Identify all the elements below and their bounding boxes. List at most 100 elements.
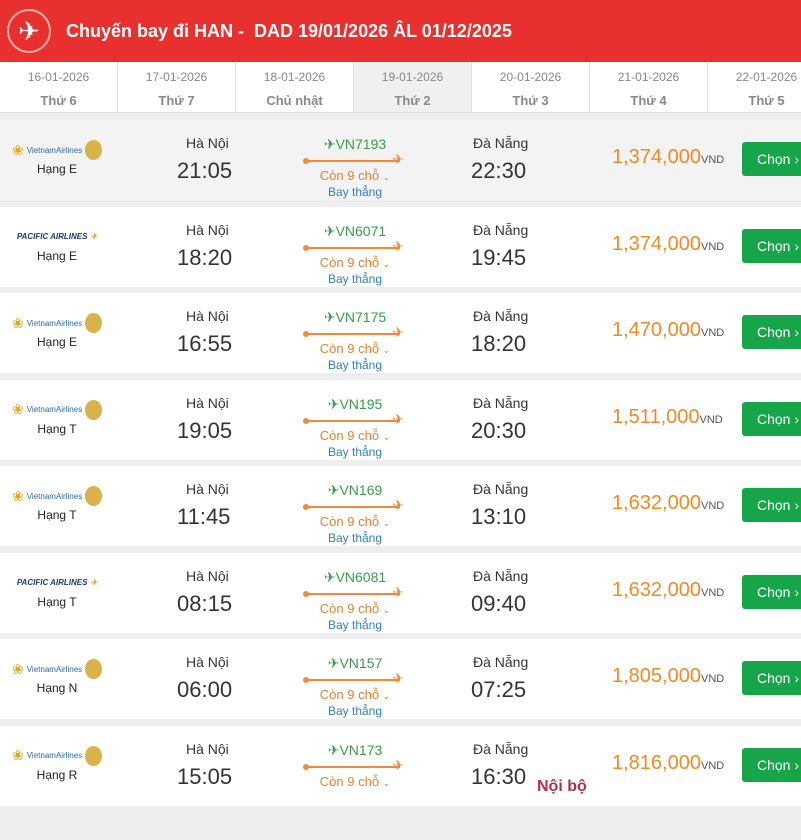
airline: ❀ VietnamAirlines Hạng E xyxy=(12,138,102,176)
plane-icon: ✈ xyxy=(323,222,336,239)
seal-icon xyxy=(85,659,102,679)
price: 1,632,000VND xyxy=(612,578,725,601)
airline-logo: ❀ VietnamAirlines xyxy=(12,311,102,335)
origin-city: Hà Nội xyxy=(186,567,229,584)
arrival-time: 22:30 xyxy=(471,158,527,183)
date-tab[interactable]: 21-01-2026 Thứ 4 xyxy=(590,62,708,112)
seats-dropdown[interactable]: Còn 9 chỗ ⌄ xyxy=(319,341,391,356)
origin-city: Hà Nội xyxy=(186,135,229,151)
chevron-down-icon: ⌄ xyxy=(382,777,391,788)
seats-dropdown[interactable]: Còn 9 chỗ ⌄ xyxy=(319,168,391,183)
seal-icon xyxy=(85,745,102,766)
chevron-down-icon: ⌄ xyxy=(382,518,391,528)
plane-icon: ✈ xyxy=(323,568,336,585)
flight-number: ✈VN157 xyxy=(327,655,383,671)
select-button[interactable]: Chọn › xyxy=(742,488,801,522)
flight-number: ✈VN7175 xyxy=(323,309,387,325)
flight-number: ✈VN195 xyxy=(327,395,383,412)
destination-city: Đà Nẵng xyxy=(473,308,529,324)
tab-date: 21-01-2026 xyxy=(617,70,680,84)
date-tab[interactable]: 17-01-2026 Thứ 7 xyxy=(118,62,236,112)
flight-row: PACIFIC AIRLINES ✈ Hạng T Hà Nội 08:15 ✈V… xyxy=(0,552,801,633)
fare-class: Hạng N xyxy=(36,681,78,695)
flight-row: ❀ VietnamAirlines Hạng E Hà Nội 21:05 ✈VN7… xyxy=(0,120,801,200)
chevron-down-icon: ⌄ xyxy=(382,172,391,182)
lotus-icon: ❀ xyxy=(12,660,24,677)
plane-icon: ✈ xyxy=(323,136,336,152)
date-tab[interactable]: 22-01-2026 Thứ 5 xyxy=(708,62,801,112)
fare-class: Hạng E xyxy=(36,335,78,349)
departure-time: 06:00 xyxy=(177,677,233,702)
price: 1,374,000VND xyxy=(612,146,725,168)
airline: ❀ VietnamAirlines Hạng R xyxy=(12,744,102,782)
route-line-icon xyxy=(303,411,404,428)
seats-dropdown[interactable]: Còn 9 chỗ ⌄ xyxy=(319,600,391,616)
seats-dropdown[interactable]: Còn 9 chỗ ⌄ xyxy=(319,687,391,702)
airline-logo: ❀ VietnamAirlines xyxy=(12,138,102,162)
airline-logo: ❀ VietnamAirlines xyxy=(12,657,102,681)
origin-city: Hà Nội xyxy=(186,481,229,497)
tab-date: 19-01-2026 xyxy=(381,70,444,84)
date-tab[interactable]: 19-01-2026 Thứ 2 xyxy=(354,62,472,112)
departure-time: 19:05 xyxy=(177,417,233,443)
airline: PACIFIC AIRLINES ✈ Hạng E xyxy=(12,225,102,263)
fare-class: Hạng R xyxy=(36,767,78,782)
departure-time: 11:45 xyxy=(177,504,231,529)
tab-date: 18-01-2026 xyxy=(263,70,326,84)
select-button[interactable]: Chọn › xyxy=(742,661,801,695)
origin-city: Hà Nội xyxy=(186,308,229,324)
arrival-time: 18:20 xyxy=(471,331,527,356)
select-button[interactable]: Chọn › xyxy=(742,228,801,263)
date-tab[interactable]: 18-01-2026 Chủ nhật xyxy=(236,62,354,112)
seats-dropdown[interactable]: Còn 9 chỗ ⌄ xyxy=(319,514,391,529)
select-button[interactable]: Chọn › xyxy=(742,315,801,349)
flight-type: Bay thẳng xyxy=(327,185,383,199)
flight-number: ✈VN7193 xyxy=(323,136,387,152)
header: ✈ Chuyến bay đi HAN - DAD 19/01/2026 ÂL … xyxy=(0,0,801,62)
route-line-icon xyxy=(303,584,404,601)
lotus-icon: ❀ xyxy=(12,401,24,417)
tab-date: 16-01-2026 xyxy=(27,70,90,84)
plane-icon: ✈ xyxy=(327,655,340,671)
fare-class: Hạng E xyxy=(36,248,78,263)
seats-dropdown[interactable]: Còn 9 chỗ ⌄ xyxy=(319,254,391,270)
tab-day: Thứ 5 xyxy=(748,93,785,108)
select-button[interactable]: Chọn › xyxy=(742,142,801,176)
departure-time: 21:05 xyxy=(177,158,233,183)
flight-row: ❀ VietnamAirlines Hạng N Hà Nội 06:00 ✈VN1… xyxy=(0,639,801,719)
airline-logo: ❀ VietnamAirlines xyxy=(12,744,102,768)
arrival-time: 20:30 xyxy=(471,417,527,443)
select-button[interactable]: Chọn › xyxy=(742,747,801,782)
tab-day: Thứ 6 xyxy=(40,93,77,108)
plane-icon: ✈ xyxy=(327,482,340,498)
date-tab[interactable]: 20-01-2026 Thứ 3 xyxy=(472,62,590,112)
chevron-down-icon: ⌄ xyxy=(382,604,391,615)
flight-number: ✈VN173 xyxy=(327,741,383,758)
select-button[interactable]: Chọn › xyxy=(742,574,801,609)
airplane-icon: ✈ xyxy=(7,9,51,53)
airline: ❀ VietnamAirlines Hạng T xyxy=(12,398,102,436)
lotus-icon: ❀ xyxy=(12,487,24,504)
airline-logo: ❀ VietnamAirlines xyxy=(12,398,102,422)
tab-date: 17-01-2026 xyxy=(145,70,208,84)
seats-dropdown[interactable]: Còn 9 chỗ ⌄ xyxy=(319,773,391,789)
destination-city: Đà Nẵng xyxy=(473,481,529,497)
route-line-icon xyxy=(303,757,404,774)
airline-logo: ❀ VietnamAirlines xyxy=(12,484,102,508)
plane-icon: ✈ xyxy=(327,741,340,758)
airline: ❀ VietnamAirlines Hạng E xyxy=(12,311,102,349)
destination-city: Đà Nẵng xyxy=(473,394,529,411)
date-tab[interactable]: 16-01-2026 Thứ 6 xyxy=(0,62,118,112)
flight-row: ❀ VietnamAirlines Hạng E Hà Nội 16:55 ✈VN7… xyxy=(0,293,801,373)
seal-icon xyxy=(85,140,102,160)
origin-city: Hà Nội xyxy=(186,740,229,757)
price: 1,632,000VND xyxy=(612,492,725,514)
tab-day: Chủ nhật xyxy=(266,93,323,108)
fare-class: Hạng T xyxy=(37,421,77,436)
seats-dropdown[interactable]: Còn 9 chỗ ⌄ xyxy=(319,427,391,443)
route-line-icon xyxy=(303,238,404,255)
fare-class: Hạng T xyxy=(37,508,77,522)
seal-icon xyxy=(85,399,102,420)
select-button[interactable]: Chọn › xyxy=(742,401,801,436)
origin-city: Hà Nội xyxy=(186,394,229,411)
